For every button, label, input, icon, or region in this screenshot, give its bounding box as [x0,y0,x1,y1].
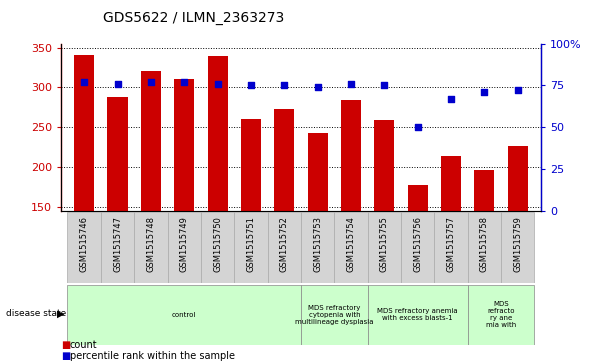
Bar [174,78,194,211]
Text: GSM1515755: GSM1515755 [380,216,389,272]
Bar [67,212,101,283]
Bar [468,212,501,283]
Bar [474,170,494,211]
Text: MDS
refracto
ry ane
mia with: MDS refracto ry ane mia with [486,301,516,329]
Bar [441,156,461,211]
Bar [375,120,395,211]
Bar [207,56,227,211]
Bar [368,285,468,345]
Text: GSM1515749: GSM1515749 [180,216,188,272]
Bar [408,185,427,211]
Bar [274,109,294,211]
Point [79,79,89,85]
Text: GSM1515748: GSM1515748 [147,216,156,272]
Point [346,81,356,86]
Text: GDS5622 / ILMN_2363273: GDS5622 / ILMN_2363273 [103,11,285,25]
Text: GSM1515752: GSM1515752 [280,216,289,272]
Bar [341,100,361,211]
Text: ▶: ▶ [57,309,64,319]
Bar [434,212,468,283]
Text: GSM1515753: GSM1515753 [313,216,322,272]
Text: GSM1515756: GSM1515756 [413,216,422,272]
Bar [134,212,168,283]
Text: percentile rank within the sample: percentile rank within the sample [70,351,235,361]
Bar [268,212,301,283]
Text: GSM1515750: GSM1515750 [213,216,222,272]
Bar [401,212,434,283]
Bar [201,212,234,283]
Point [179,79,189,85]
Bar [74,55,94,211]
Bar [468,285,534,345]
Point [280,82,289,88]
Bar [334,212,368,283]
Bar [308,134,328,211]
Point [379,82,389,88]
Bar [67,285,301,345]
Text: GSM1515747: GSM1515747 [113,216,122,272]
Point [246,82,256,88]
Bar [301,212,334,283]
Text: ■: ■ [61,351,70,361]
Point [480,89,489,95]
Bar [101,212,134,283]
Point [213,81,223,86]
Bar [301,285,368,345]
Text: GSM1515751: GSM1515751 [246,216,255,272]
Text: GSM1515759: GSM1515759 [513,216,522,272]
Text: control: control [172,312,196,318]
Bar [368,212,401,283]
Point [112,81,122,86]
Bar [141,70,161,211]
Text: GSM1515758: GSM1515758 [480,216,489,272]
Text: GSM1515746: GSM1515746 [80,216,89,272]
Bar [168,212,201,283]
Bar [108,97,128,211]
Bar [508,146,528,211]
Point [446,96,456,102]
Text: GSM1515757: GSM1515757 [446,216,455,272]
Point [313,84,322,90]
Point [413,124,423,130]
Bar [241,119,261,211]
Text: disease state: disease state [6,310,66,318]
Bar [501,212,534,283]
Bar [234,212,268,283]
Point [146,79,156,85]
Point [513,87,523,93]
Text: ■: ■ [61,340,70,350]
Text: count: count [70,340,97,350]
Text: GSM1515754: GSM1515754 [347,216,356,272]
Text: MDS refractory anemia
with excess blasts-1: MDS refractory anemia with excess blasts… [378,309,458,321]
Text: MDS refractory
cytopenia with
multilineage dysplasia: MDS refractory cytopenia with multilinea… [295,305,373,325]
